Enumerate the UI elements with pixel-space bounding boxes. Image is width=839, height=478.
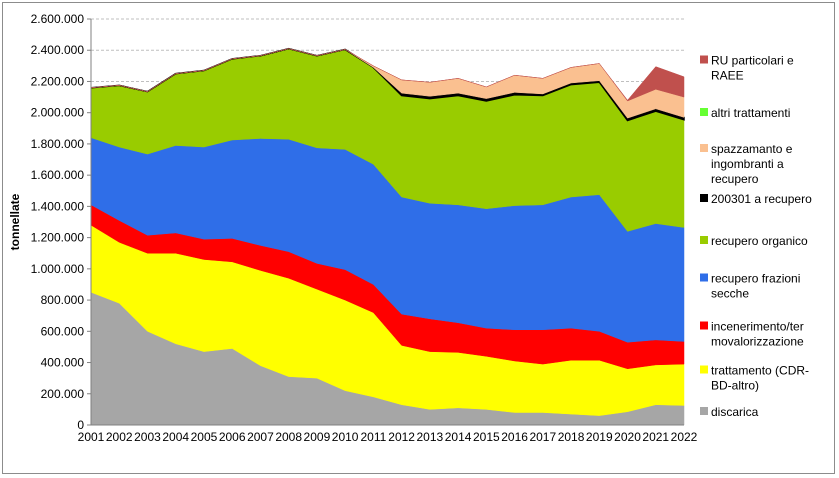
x-tick-label-13: 2014 [445,430,472,444]
legend-swatch-0 [700,55,708,64]
x-tick-label-21: 2022 [671,430,698,444]
y-tick-label-13: 2.600.000 [31,12,85,26]
x-tick-label-18: 2019 [586,430,613,444]
legend-swatch-1 [700,108,708,116]
legend-swatch-2 [700,144,708,152]
x-tick-labels: 2001 2002 2003 2004 2005 2006 2007 2008 2009 2010… [78,430,698,444]
x-tick-label-20: 2021 [642,430,669,444]
y-tick-label-11: 2.200.000 [31,74,85,88]
legend-label-5-0: recupero frazioni [711,272,800,286]
x-tick-label-9: 2010 [332,430,359,444]
y-tick-label-3: 600.000 [41,324,85,338]
x-tick-label-10: 2011 [360,430,386,444]
legend-swatch-3 [700,194,708,202]
area-series-8 [90,48,685,102]
y-tick-label-12: 2.400.000 [31,43,85,57]
x-tick-label-11: 2012 [388,430,415,444]
x-tick-label-14: 2015 [473,430,500,444]
x-tick-label-4: 2005 [191,430,218,444]
y-tick-label-1: 200.000 [41,387,85,401]
x-tick-label-1: 2002 [106,430,133,444]
legend-label-2-2: recupero [711,172,759,186]
legend-label-0-1: RAEE [711,69,744,83]
x-tick-label-7: 2008 [275,430,302,444]
legend-swatch-8 [700,407,708,415]
legend-swatch-7 [700,365,708,374]
x-tick-label-15: 2016 [501,430,528,444]
legend-label-2-0: spazzamanto e [711,142,793,156]
y-tick-label-10: 2.000.000 [31,106,85,120]
legend-swatch-4 [700,236,708,244]
x-tick-label-3: 2004 [162,430,189,444]
legend-label-7-1: BD-altro) [711,379,759,393]
y-tick-label-9: 1.800.000 [31,137,85,151]
series-areas [90,47,685,426]
y-tick-label-8: 1.600.000 [31,168,85,182]
legend-label-6-0: incenerimento/ter [711,320,804,334]
legend-label-4-0: recupero organico [711,234,808,248]
y-axis-label: tonnellate [8,193,22,250]
axes [87,18,684,426]
y-tick-label-4: 800.000 [41,293,85,307]
y-tick-label-6: 1.200.000 [31,231,85,245]
x-tick-label-19: 2020 [614,430,641,444]
x-tick-label-5: 2006 [219,430,246,444]
y-tick-label-5: 1.000.000 [31,262,85,276]
legend-label-7-0: trattamento (CDR- [711,364,809,378]
x-tick-label-6: 2007 [247,430,274,444]
legend-swatch-6 [700,321,708,330]
x-tick-label-0: 2001 [78,430,105,444]
y-tick-label-0: 0 [77,418,84,432]
x-tick-label-16: 2017 [529,430,556,444]
legend-label-8-0: discarica [711,405,759,419]
legend-label-2-1: ingombranti a [711,157,784,171]
legend-label-1-0: altri trattamenti [711,106,790,120]
legend-label-5-1: secche [711,287,749,301]
x-tick-label-12: 2013 [417,430,444,444]
x-tick-label-17: 2018 [558,430,585,444]
x-tick-label-2: 2003 [134,430,161,444]
y-tick-label-7: 1.400.000 [31,199,85,213]
x-tick-label-8: 2009 [304,430,331,444]
y-tick-label-2: 400.000 [41,356,85,370]
legend-label-0-0: RU particolari e [711,54,794,68]
legend-label-6-1: movalorizzazione [711,335,804,349]
y-tick-labels: 0 200.000 400.000 600.000 800.000 1.000.000 1.… [31,12,85,432]
legend-label-3-0: 200301 a recupero [711,192,812,206]
legend-swatch-5 [700,273,708,282]
